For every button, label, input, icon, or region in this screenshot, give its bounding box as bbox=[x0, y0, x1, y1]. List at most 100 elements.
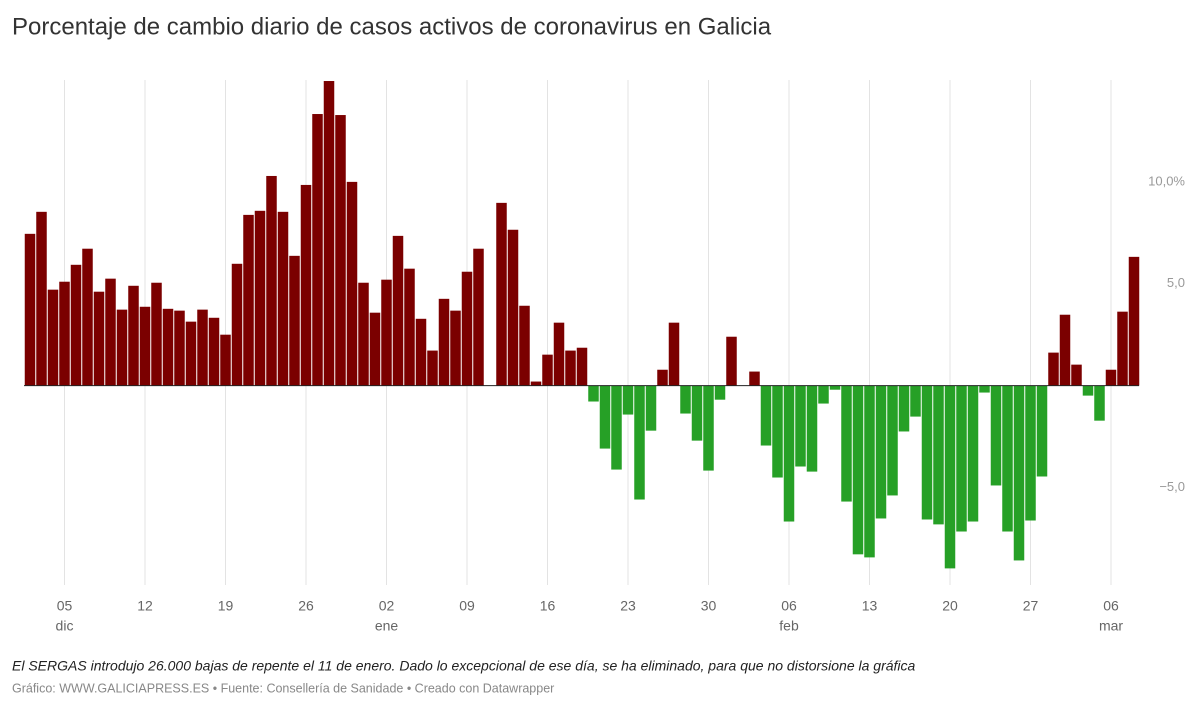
bar bbox=[335, 115, 346, 386]
bar bbox=[70, 264, 82, 386]
bar bbox=[105, 278, 116, 386]
bar bbox=[507, 229, 519, 386]
bar bbox=[277, 211, 289, 386]
x-month-label: dic bbox=[56, 618, 74, 634]
bar bbox=[875, 385, 887, 519]
x-tick-label: 06 bbox=[1103, 598, 1119, 614]
bar bbox=[289, 255, 300, 386]
bar bbox=[749, 371, 760, 386]
bar bbox=[450, 310, 461, 386]
x-tick-label: 26 bbox=[298, 598, 314, 614]
bar bbox=[622, 385, 634, 415]
bar bbox=[116, 309, 128, 386]
bar bbox=[519, 305, 530, 386]
bar bbox=[657, 369, 668, 386]
bar bbox=[1013, 385, 1025, 561]
bar bbox=[128, 285, 139, 386]
bar bbox=[461, 271, 473, 386]
note: El SERGAS introdujo 26.000 bajas de repe… bbox=[12, 658, 916, 674]
bar bbox=[1094, 385, 1105, 421]
bar bbox=[910, 385, 921, 417]
bar bbox=[841, 385, 852, 502]
bar bbox=[358, 282, 369, 386]
bar bbox=[921, 385, 933, 520]
bar bbox=[1117, 311, 1128, 386]
bar bbox=[174, 310, 185, 386]
bar bbox=[726, 336, 737, 386]
bar bbox=[956, 385, 967, 532]
bar bbox=[243, 214, 254, 386]
bar bbox=[162, 308, 174, 386]
bar bbox=[1071, 364, 1082, 386]
x-tick-label: 23 bbox=[620, 598, 636, 614]
bar bbox=[59, 281, 70, 386]
source: Gráfico: WWW.GALICIAPRESS.ES • Fuente: C… bbox=[12, 681, 554, 695]
bar bbox=[1025, 385, 1036, 521]
bar bbox=[254, 210, 266, 386]
bar bbox=[312, 114, 323, 386]
bar bbox=[197, 309, 208, 386]
bar bbox=[933, 385, 944, 525]
x-month-label: ene bbox=[375, 618, 399, 634]
bar bbox=[576, 347, 588, 386]
bar bbox=[47, 289, 59, 386]
x-tick-label: 30 bbox=[701, 598, 717, 614]
x-tick-label: 19 bbox=[218, 598, 234, 614]
bar bbox=[864, 385, 875, 558]
bar bbox=[795, 385, 806, 467]
bar bbox=[496, 202, 507, 386]
bar bbox=[611, 385, 622, 470]
y-tick-label: 5,0 bbox=[1167, 275, 1185, 290]
bar bbox=[668, 322, 680, 386]
bar bbox=[714, 385, 726, 400]
bar bbox=[680, 385, 691, 414]
x-tick-label: 09 bbox=[459, 598, 475, 614]
bar bbox=[898, 385, 910, 432]
bar bbox=[1048, 352, 1059, 386]
bar bbox=[553, 322, 565, 386]
x-month-label: mar bbox=[1099, 618, 1123, 634]
bar bbox=[266, 175, 277, 386]
bar bbox=[703, 385, 714, 471]
bar bbox=[220, 334, 231, 386]
bar bbox=[381, 279, 392, 386]
bar bbox=[438, 298, 450, 386]
bar bbox=[565, 350, 576, 386]
bar bbox=[829, 385, 841, 390]
bar bbox=[783, 385, 795, 522]
x-tick-label: 02 bbox=[379, 598, 395, 614]
bar bbox=[392, 235, 404, 386]
bar bbox=[82, 248, 93, 386]
bar bbox=[887, 385, 898, 496]
x-tick-label: 13 bbox=[862, 598, 878, 614]
bar bbox=[346, 181, 358, 386]
bar bbox=[979, 385, 990, 393]
bar bbox=[404, 268, 415, 386]
bar bbox=[1105, 369, 1117, 386]
bar bbox=[852, 385, 864, 555]
x-tick-label: 27 bbox=[1023, 598, 1039, 614]
bar bbox=[1082, 385, 1094, 396]
bar bbox=[1059, 314, 1071, 386]
bar bbox=[323, 81, 335, 386]
bar bbox=[806, 385, 818, 472]
bar bbox=[185, 321, 197, 386]
bar bbox=[427, 350, 438, 386]
x-tick-label: 16 bbox=[540, 598, 556, 614]
bar bbox=[24, 233, 36, 386]
bar bbox=[473, 248, 484, 386]
bar bbox=[818, 385, 829, 404]
bar bbox=[231, 263, 243, 386]
bar bbox=[967, 385, 979, 522]
bar bbox=[36, 211, 47, 386]
bar bbox=[772, 385, 783, 478]
y-tick-label: 10,0% bbox=[1148, 173, 1185, 188]
bar bbox=[1036, 385, 1048, 477]
bar bbox=[300, 184, 312, 386]
bar bbox=[208, 317, 220, 386]
bar bbox=[588, 385, 599, 402]
bar bbox=[990, 385, 1002, 486]
bar bbox=[542, 354, 553, 386]
